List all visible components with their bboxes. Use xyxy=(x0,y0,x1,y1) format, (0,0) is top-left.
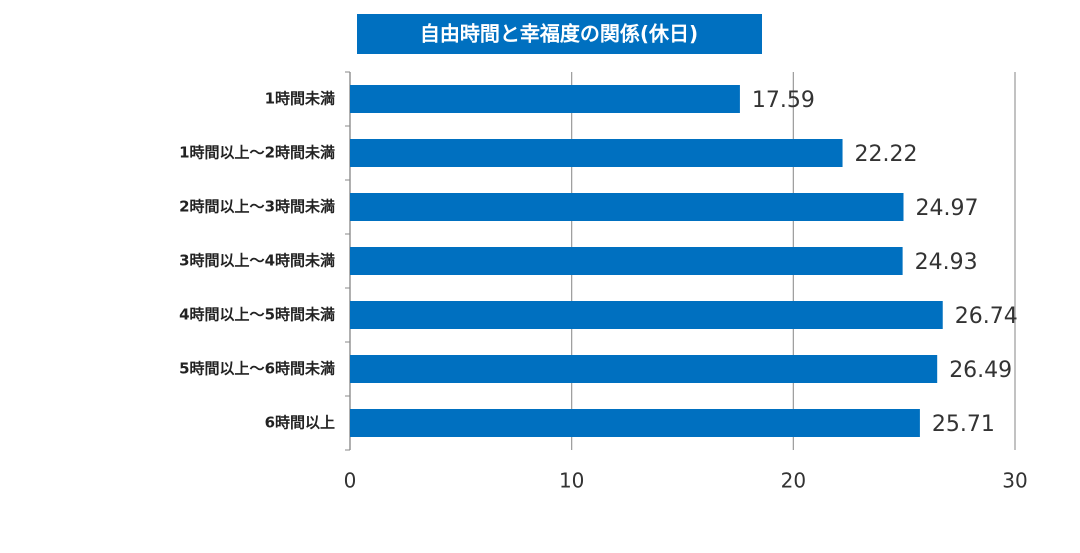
value-label: 24.93 xyxy=(915,250,978,275)
bar xyxy=(350,355,938,383)
bar xyxy=(350,193,904,221)
chart-title: 自由時間と幸福度の関係(休日) xyxy=(420,22,698,46)
value-label: 17.59 xyxy=(752,88,815,113)
value-label: 24.97 xyxy=(916,196,979,221)
x-tick-label: 0 xyxy=(344,469,357,493)
x-tick-label: 10 xyxy=(559,469,584,493)
y-tick-label: 4時間以上〜5時間未満 xyxy=(179,306,335,324)
value-label: 26.74 xyxy=(955,304,1018,329)
bar xyxy=(350,301,943,329)
value-label: 22.22 xyxy=(855,142,918,167)
title-box xyxy=(357,14,762,54)
y-tick-label: 1時間未満 xyxy=(265,90,335,108)
bar xyxy=(350,247,903,275)
x-tick-label: 20 xyxy=(781,469,806,493)
x-tick-label: 30 xyxy=(1002,469,1027,493)
y-tick-label: 5時間以上〜6時間未満 xyxy=(179,360,335,378)
y-tick-label: 2時間以上〜3時間未満 xyxy=(179,198,335,216)
y-tick-label: 1時間以上〜2時間未満 xyxy=(179,144,335,162)
value-label: 26.49 xyxy=(949,358,1012,383)
value-label: 25.71 xyxy=(932,412,995,437)
bar xyxy=(350,409,920,437)
bar xyxy=(350,85,740,113)
y-tick-label: 3時間以上〜4時間未満 xyxy=(179,252,335,270)
y-tick-label: 6時間以上 xyxy=(265,414,335,432)
bar xyxy=(350,139,843,167)
